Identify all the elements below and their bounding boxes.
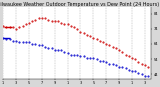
Title: Milwaukee Weather Outdoor Temperature vs Dew Point (24 Hours): Milwaukee Weather Outdoor Temperature vs…	[0, 2, 159, 7]
